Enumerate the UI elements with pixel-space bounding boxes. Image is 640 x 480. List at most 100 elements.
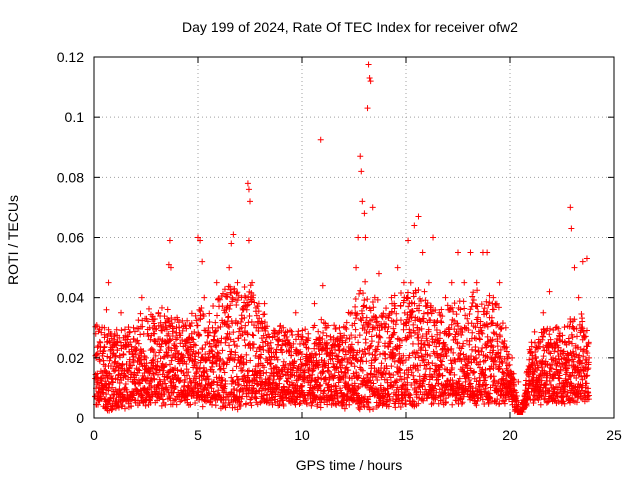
data-point [494,396,501,403]
data-point [106,357,113,364]
data-point [227,336,234,343]
data-point [299,360,305,367]
data-point [377,334,384,341]
data-point [432,306,439,313]
data-point [530,399,537,406]
data-point [197,237,204,244]
data-point [213,342,220,349]
data-point [457,395,464,402]
data-point [221,369,228,376]
data-point [253,348,260,355]
data-point [410,372,417,379]
data-point [523,369,530,376]
data-point [424,395,431,402]
data-point [173,401,180,408]
data-point [394,264,401,271]
data-point [194,322,201,329]
data-point [255,328,262,335]
data-point [151,330,158,337]
data-point [192,400,199,407]
data-point [163,339,170,346]
data-point [220,365,227,372]
data-point [313,350,320,357]
data-point [449,377,456,384]
data-point [160,354,167,361]
data-point [214,379,221,386]
data-point [136,379,143,386]
data-point [452,358,459,365]
data-point [192,342,199,349]
data-point [383,365,390,372]
data-point [172,354,179,361]
data-point [458,400,465,407]
data-point [419,357,426,364]
data-point [126,328,133,335]
data-point [252,389,259,396]
data-point [257,367,264,374]
data-point [368,338,375,345]
data-point [143,360,150,367]
data-point [335,342,342,349]
data-point [501,397,508,404]
data-point [493,300,500,307]
data-point [311,322,318,329]
data-point [114,338,121,345]
data-point [529,359,536,366]
data-point [233,387,240,394]
data-point [209,324,216,331]
data-point [253,380,260,387]
data-point [150,356,157,363]
data-point [478,386,485,393]
data-point [197,315,204,322]
data-point [296,400,303,407]
data-point [558,355,565,362]
data-point [174,366,181,373]
data-point [376,333,383,340]
data-point [147,336,154,343]
data-point [443,383,450,390]
data-point [579,318,586,325]
data-point [139,323,146,330]
data-point [366,350,373,357]
data-point [474,287,481,294]
data-point [335,369,342,376]
data-point [222,380,229,387]
data-point [176,378,183,385]
data-point [561,324,568,331]
data-point [352,303,359,310]
data-point [478,348,485,355]
data-point [186,375,193,382]
data-point [323,332,330,339]
data-point [214,312,221,319]
data-point [130,392,137,399]
data-point [199,403,206,410]
data-point [433,389,440,396]
data-point [199,258,206,265]
data-point [430,400,437,407]
data-point [531,361,538,368]
data-point [148,382,155,389]
data-point [415,307,422,314]
data-point [493,322,500,329]
data-point [162,320,169,327]
data-point [403,335,410,342]
data-point [371,352,378,359]
data-point [274,356,281,363]
data-point [331,322,338,329]
data-point [317,382,324,389]
data-point [330,341,337,348]
data-point [96,358,103,365]
data-point [586,354,593,361]
data-point [252,394,259,401]
data-point [112,367,119,374]
data-point [356,290,363,297]
data-point [150,349,157,356]
data-point [242,294,249,301]
data-point [209,360,216,367]
data-point [447,369,454,376]
data-point [405,318,412,325]
data-point [295,333,302,340]
data-point [385,390,392,397]
data-point [342,324,349,331]
data-point [325,322,332,329]
